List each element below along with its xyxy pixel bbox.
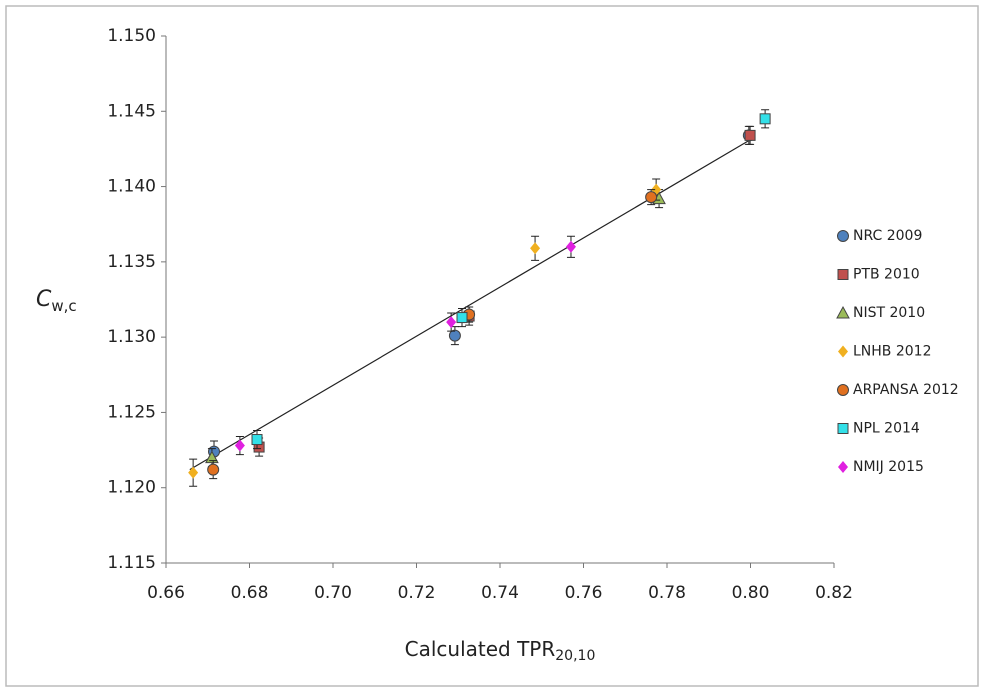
- data-point: [234, 439, 245, 452]
- data-point: [251, 434, 263, 446]
- y-axis-title-sub: w,c: [51, 297, 76, 315]
- x-tick-label: 0.82: [815, 583, 853, 603]
- legend-marker: [838, 461, 848, 473]
- data-point: [645, 191, 658, 204]
- legend-marker: [837, 269, 849, 280]
- data-point: [205, 450, 219, 464]
- y-tick-label: 1.125: [107, 402, 156, 422]
- y-tick-label: 1.120: [107, 478, 156, 498]
- x-axis-title-main: Calculated TPR: [405, 637, 556, 661]
- y-tick-label: 1.145: [107, 101, 156, 121]
- legend-label: LNHB 2012: [853, 344, 931, 360]
- y-tick-label: 1.130: [107, 327, 156, 347]
- x-tick-label: 0.76: [565, 583, 603, 603]
- x-tick-label: 0.66: [147, 583, 185, 603]
- legend-marker: [836, 305, 850, 319]
- legend-label: NPL 2014: [853, 421, 920, 437]
- x-tick-label: 0.70: [314, 583, 352, 603]
- legend-label: NIST 2010: [853, 305, 925, 321]
- data-point: [207, 463, 220, 476]
- chart-frame: [5, 5, 979, 687]
- data-point: [456, 312, 468, 324]
- data-point: [446, 316, 457, 329]
- legend-marker: [837, 384, 849, 396]
- x-tick-label: 0.80: [732, 583, 770, 603]
- y-tick-label: 1.135: [107, 252, 156, 272]
- y-tick-label: 1.115: [107, 553, 156, 573]
- legend-marker: [838, 345, 848, 358]
- data-point: [759, 113, 771, 125]
- y-tick-label: 1.140: [107, 177, 156, 197]
- x-tick-label: 0.72: [398, 583, 436, 603]
- x-tick-label: 0.78: [648, 583, 686, 603]
- legend-marker: [837, 230, 849, 242]
- data-point: [448, 329, 461, 342]
- legend-label: ARPANSA 2012: [853, 382, 959, 398]
- data-point: [565, 240, 576, 253]
- data-point: [188, 466, 199, 479]
- x-tick-label: 0.68: [231, 583, 269, 603]
- y-axis-title: Cw,c: [36, 287, 77, 315]
- x-axis-title-sub: 20,10: [555, 648, 595, 664]
- legend-label: NMIJ 2015: [853, 459, 924, 475]
- legend-label: NRC 2009: [853, 228, 922, 244]
- data-point: [530, 242, 541, 255]
- y-axis-title-main: C: [36, 287, 52, 312]
- x-axis-title: Calculated TPR20,10: [405, 637, 596, 665]
- y-tick-label: 1.150: [107, 26, 156, 46]
- legend-marker: [837, 423, 849, 434]
- legend-label: PTB 2010: [853, 267, 920, 283]
- data-point: [744, 129, 756, 141]
- x-tick-label: 0.74: [481, 583, 519, 603]
